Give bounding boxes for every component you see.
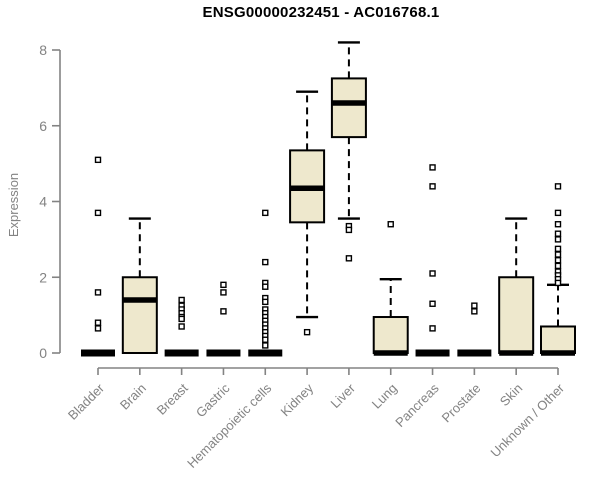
median-bar	[164, 349, 199, 357]
outlier-point	[554, 209, 562, 217]
y-tick-label: 2	[39, 269, 47, 285]
x-category-label: Prostate	[439, 381, 484, 426]
outlier-point	[429, 325, 436, 332]
outlier-point	[262, 258, 269, 266]
median-bar	[415, 349, 450, 357]
x-category-label: Brain	[117, 381, 149, 413]
outlier-point	[220, 289, 227, 296]
outlier-point	[220, 281, 227, 289]
box-rect	[498, 276, 535, 354]
box-group-breast	[164, 296, 199, 357]
x-category-label: Kidney	[277, 380, 316, 419]
outlier-point	[554, 245, 562, 253]
outlier-point	[178, 323, 185, 330]
outlier-point	[262, 336, 269, 343]
outlier-point	[178, 296, 185, 304]
median-bar	[248, 349, 283, 357]
outlier-point	[345, 255, 353, 262]
outlier-point	[429, 164, 436, 171]
box-rect	[121, 276, 158, 354]
box-group-unknown-other	[540, 183, 576, 356]
outlier-point	[471, 308, 478, 315]
outlier-point	[220, 308, 227, 315]
box-group-skin	[498, 217, 535, 356]
outlier-point	[94, 289, 102, 296]
median-bar	[457, 349, 492, 357]
box-group-kidney	[289, 90, 326, 336]
outlier-point	[262, 209, 269, 217]
box-group-pancreas	[415, 164, 450, 357]
y-tick-label: 0	[39, 345, 47, 361]
outlier-point	[178, 315, 185, 323]
outlier-point	[554, 221, 562, 228]
outlier-point	[262, 342, 269, 349]
outlier-point	[429, 270, 436, 277]
outlier-point	[94, 156, 102, 164]
x-category-label: Liver	[327, 380, 358, 411]
outlier-point	[554, 230, 562, 237]
outlier-point	[554, 236, 562, 243]
outlier-point	[554, 279, 562, 287]
box-group-hematopoietic-cells	[248, 209, 283, 357]
outlier-point	[554, 251, 562, 258]
outlier-point	[262, 283, 269, 290]
box-group-gastric	[206, 281, 241, 357]
outlier-point	[554, 183, 562, 190]
median-bar	[81, 349, 115, 357]
box-group-liver	[330, 41, 367, 262]
box-rect	[372, 316, 409, 354]
box-rect	[330, 77, 367, 139]
x-category-label: Pancreas	[392, 380, 442, 430]
y-tick-label: 6	[39, 118, 47, 134]
y-tick-label: 4	[39, 194, 47, 210]
outlier-point	[262, 298, 269, 306]
outlier-point	[303, 328, 311, 336]
outlier-point	[429, 300, 436, 307]
outlier-point	[94, 325, 102, 332]
outlier-point	[554, 262, 562, 270]
axes	[52, 49, 559, 375]
box-group-bladder	[81, 156, 115, 357]
x-category-label: Bladder	[65, 380, 108, 423]
x-category-label: Breast	[154, 380, 191, 417]
box-group-prostate	[457, 302, 492, 357]
outlier-point	[554, 257, 562, 264]
outlier-point	[429, 183, 436, 190]
outlier-point	[387, 221, 394, 228]
x-category-label: Skin	[497, 381, 525, 409]
outlier-point	[94, 209, 102, 217]
box-rect	[540, 325, 576, 354]
outlier-point	[345, 226, 353, 234]
box-group-brain	[121, 217, 158, 354]
median-bar	[206, 349, 241, 357]
box-group-lung	[372, 221, 409, 356]
x-category-label: Gastric	[193, 380, 233, 420]
outlier-point	[471, 302, 478, 309]
x-category-label: Lung	[369, 381, 400, 412]
chart-title: ENSG00000232451 - AC016768.1	[202, 4, 440, 21]
x-category-label: Unknown / Other	[488, 380, 568, 460]
outlier-point	[94, 319, 102, 326]
y-tick-label: 8	[39, 42, 47, 58]
